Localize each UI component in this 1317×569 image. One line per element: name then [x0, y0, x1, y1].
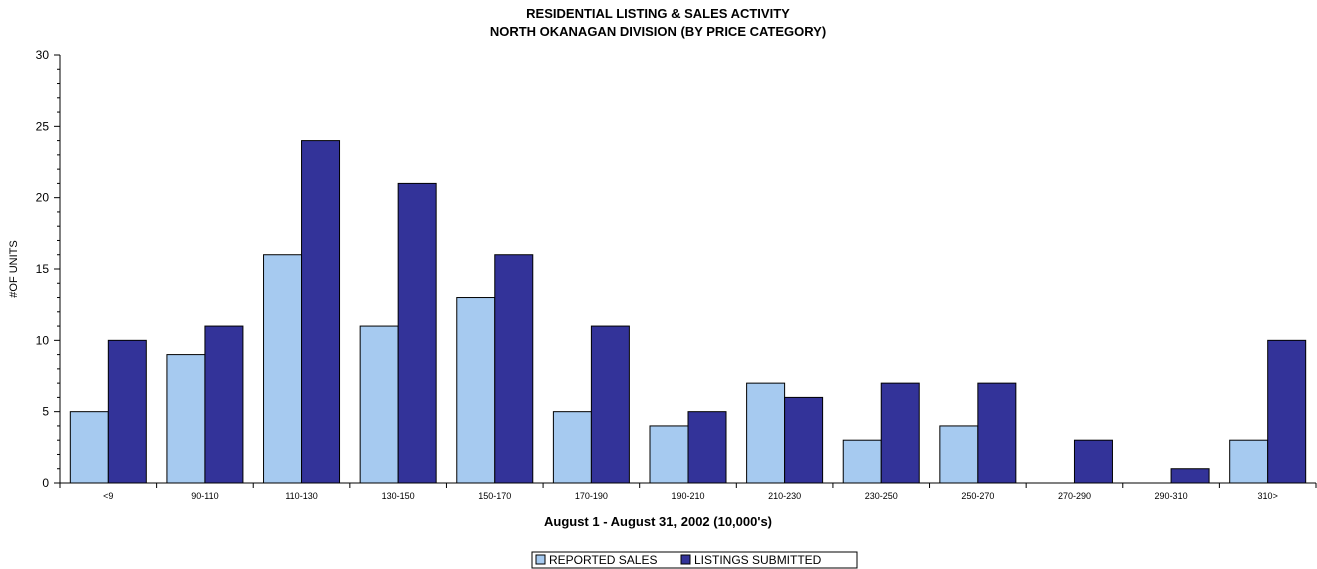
- bar-reported-sales-1: [166, 354, 206, 484]
- x-tick-label: 230-250: [865, 491, 898, 501]
- x-tick-label: 270-290: [1058, 491, 1091, 501]
- legend-listings-submitted-swatch: [680, 554, 691, 565]
- bar-listings-submitted-3: [397, 182, 437, 484]
- x-tick-label: <9: [103, 491, 113, 501]
- bar-reported-sales-5: [552, 411, 592, 484]
- x-tick-label: 250-270: [961, 491, 994, 501]
- y-tick-label: 30: [36, 48, 50, 62]
- bar-listings-submitted-0: [107, 339, 147, 484]
- y-tick-label: 10: [36, 333, 50, 347]
- bar-listings-submitted-11: [1170, 468, 1210, 484]
- bar-reported-sales-12: [1229, 439, 1269, 484]
- x-tick-label: 130-150: [382, 491, 415, 501]
- bar-listings-submitted-10: [1073, 439, 1113, 484]
- bar-reported-sales-9: [939, 425, 979, 484]
- bar-reported-sales-0: [69, 411, 109, 484]
- chart-title: RESIDENTIAL LISTING & SALES ACTIVITY: [526, 6, 790, 21]
- bar-listings-submitted-1: [204, 325, 244, 484]
- y-axis-label: #OF UNITS: [8, 240, 20, 297]
- x-tick-label: 290-310: [1155, 491, 1188, 501]
- y-tick-label: 15: [36, 262, 50, 276]
- chart-subtitle: NORTH OKANAGAN DIVISION (BY PRICE CATEGO…: [490, 24, 826, 39]
- x-axis-label: August 1 - August 31, 2002 (10,000's): [544, 514, 772, 529]
- x-tick-label: 170-190: [575, 491, 608, 501]
- legend-reported-sales-label: REPORTED SALES: [549, 553, 657, 567]
- legend-reported-sales-swatch: [535, 554, 546, 565]
- bar-listings-submitted-5: [590, 325, 630, 484]
- x-tick-label: 90-110: [191, 491, 218, 501]
- bar-reported-sales-8: [842, 439, 882, 484]
- x-tick-label: 310>: [1258, 491, 1278, 501]
- bar-listings-submitted-12: [1267, 339, 1307, 484]
- x-tick-label: 210-230: [768, 491, 801, 501]
- plot-area: 0 5 10 15 20 25 30 <9 90-110 110-130 130-150 150-17…: [36, 48, 1317, 501]
- y-tick-label: 25: [36, 119, 50, 133]
- bar-listings-submitted-9: [977, 382, 1017, 484]
- y-tick-label: 5: [42, 405, 49, 419]
- bar-reported-sales-2: [263, 254, 303, 484]
- bar-listings-submitted-8: [880, 382, 920, 484]
- legend-box: [531, 551, 858, 569]
- bar-reported-sales-4: [456, 297, 496, 484]
- bar-listings-submitted-7: [784, 396, 824, 484]
- x-tick-label: 110-130: [285, 491, 317, 501]
- bar-reported-sales-3: [359, 325, 399, 484]
- bar-reported-sales-7: [746, 382, 786, 484]
- bar-reported-sales-6: [649, 425, 689, 484]
- x-tick-label: 190-210: [671, 491, 704, 501]
- x-tick-label: 150-170: [478, 491, 511, 501]
- bar-listings-submitted-2: [301, 140, 341, 484]
- y-tick-label: 0: [42, 476, 49, 490]
- legend-listings-submitted-label: LISTINGS SUBMITTED: [694, 553, 822, 567]
- bar-listings-submitted-6: [687, 411, 727, 484]
- legend: REPORTED SALES LISTINGS SUBMITTED: [531, 551, 858, 569]
- bar-listings-submitted-4: [494, 254, 534, 484]
- y-tick-label: 20: [36, 191, 50, 205]
